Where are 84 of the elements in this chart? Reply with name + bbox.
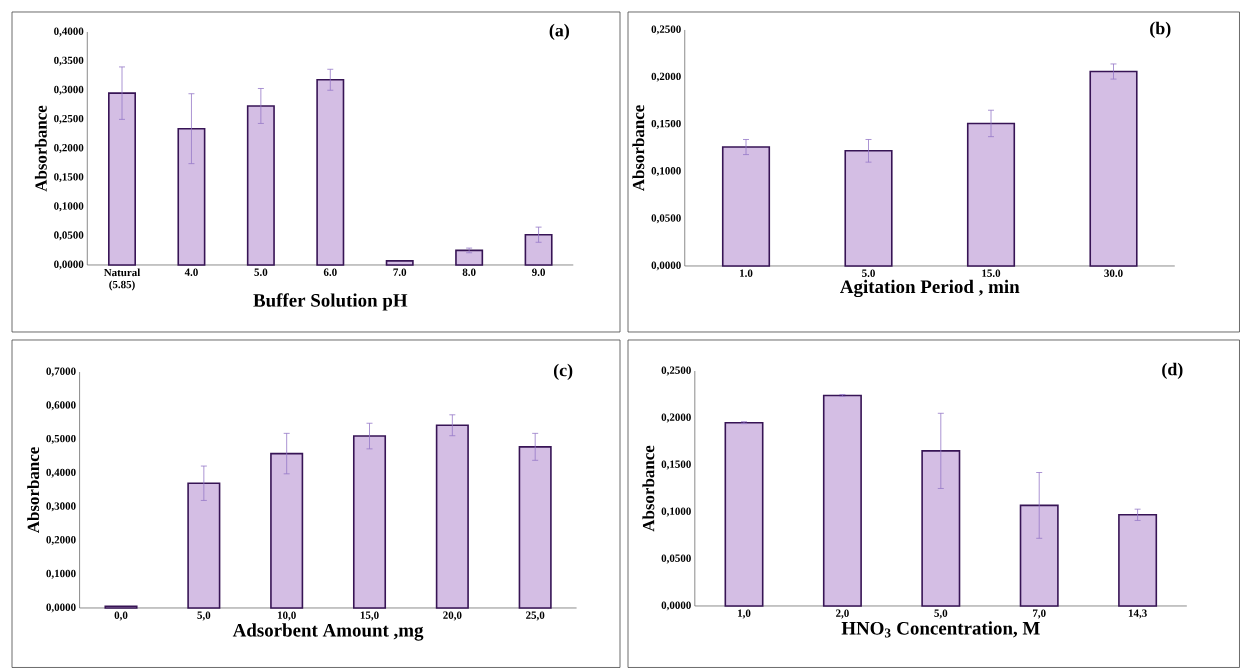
- annotation: (b): [1150, 21, 1171, 38]
- x-tick-label: 10,0: [277, 611, 296, 621]
- bar: [270, 452, 304, 609]
- y-axis-title: Absorbance: [34, 105, 47, 192]
- x-tick-label: 25,0: [526, 611, 545, 621]
- bar: [385, 260, 414, 266]
- x-tick-label: 14,3: [1128, 609, 1147, 619]
- bar: [822, 394, 862, 607]
- y-axis-title: Absorbance: [632, 105, 645, 192]
- y-tick-label: 0,6000: [46, 401, 76, 411]
- y-tick-label: 0,1000: [46, 569, 76, 579]
- annotation: (a): [549, 23, 569, 41]
- y-tick-label: 0,1500: [661, 460, 691, 470]
- x-tick-label: 4.0: [184, 268, 198, 276]
- x-tick-label: 30.0: [1104, 269, 1123, 277]
- annotation: (c): [553, 363, 573, 380]
- bar: [352, 435, 387, 609]
- bar: [524, 233, 553, 266]
- y-tick-label: 0,7000: [46, 367, 76, 377]
- y-tick-label: 0,1000: [54, 202, 84, 212]
- y-tick-label: 0,1000: [651, 167, 681, 177]
- x-tick-label: 5.0: [254, 268, 268, 276]
- y-tick-label: 0,0000: [651, 261, 681, 271]
- bar: [455, 249, 484, 266]
- y-axis-title: Absorbance: [27, 447, 40, 534]
- bar: [518, 446, 552, 609]
- bar: [1118, 514, 1158, 607]
- bar: [966, 122, 1016, 267]
- y-tick-label: 0,5000: [46, 434, 76, 444]
- bar: [316, 78, 345, 266]
- x-tick-label: 15.0: [982, 269, 1001, 277]
- y-tick-label: 0,2000: [651, 72, 681, 82]
- y-tick-label: 0,2500: [54, 114, 84, 124]
- x-tick-label: 7,0: [1032, 609, 1046, 619]
- x-axis-title: Adsorbent Amount ,mg: [232, 623, 424, 641]
- y-tick-label: 0,3000: [54, 85, 84, 95]
- x-axis-title: HNO$_{3}$ Concentration, M: [841, 621, 1040, 638]
- x-tick-label: Natural (5.85): [103, 268, 141, 291]
- y-tick-label: 0,0500: [651, 214, 681, 224]
- x-tick-label: 20,0: [443, 611, 462, 621]
- bar: [435, 424, 469, 609]
- x-tick-label: 1,0: [738, 609, 751, 619]
- x-tick-label: 5,0: [934, 609, 948, 619]
- bar: [1019, 504, 1059, 607]
- x-tick-label: 6.0: [323, 268, 337, 276]
- y-tick-label: 0,2000: [54, 144, 84, 153]
- y-axis-title: Absorbance: [642, 445, 655, 532]
- y-tick-label: 0,2000: [46, 536, 76, 546]
- y-tick-label: 0,0000: [46, 603, 76, 613]
- x-tick-label: 2,0: [836, 609, 849, 619]
- x-tick-label: 5.0: [862, 269, 875, 277]
- x-tick-label: 9.0: [532, 268, 546, 276]
- x-tick-label: 5,0: [197, 611, 211, 621]
- y-tick-label: 0,0500: [661, 554, 691, 564]
- y-tick-label: 0,3500: [54, 56, 84, 66]
- annotation: (d): [1162, 362, 1183, 380]
- y-tick-label: 0,3000: [46, 502, 76, 512]
- y-tick-label: 0,0500: [54, 231, 84, 241]
- y-tick-label: 0,2500: [651, 25, 681, 35]
- y-tick-label: 0,2000: [661, 413, 691, 423]
- x-tick-label: 15,0: [360, 611, 379, 621]
- y-tick-label: 0,2500: [661, 366, 691, 376]
- x-axis-title: Agitation Period , min: [840, 279, 1020, 298]
- bar: [177, 127, 206, 266]
- y-tick-label: 0,1500: [54, 173, 84, 183]
- bar: [724, 421, 764, 607]
- x-tick-label: 1.0: [740, 269, 753, 277]
- y-tick-label: 0,0000: [661, 601, 691, 611]
- y-tick-label: 0,4000: [46, 468, 76, 478]
- bar: [844, 150, 893, 267]
- bar: [721, 146, 771, 267]
- x-tick-label: 0,0: [114, 611, 128, 621]
- bar: [108, 92, 136, 266]
- y-tick-label: 0,1500: [651, 119, 681, 129]
- y-tick-label: 0,0000: [54, 260, 84, 270]
- bar: [1089, 70, 1138, 267]
- y-tick-label: 0,1000: [661, 507, 691, 517]
- bar: [187, 482, 221, 609]
- bar: [246, 105, 275, 266]
- y-tick-label: 0,4000: [54, 27, 84, 37]
- bar: [921, 450, 961, 607]
- x-tick-label: 8.0: [462, 268, 476, 276]
- x-tick-label: 7.0: [393, 268, 407, 276]
- x-axis-title: Buffer Solution pH: [253, 293, 408, 311]
